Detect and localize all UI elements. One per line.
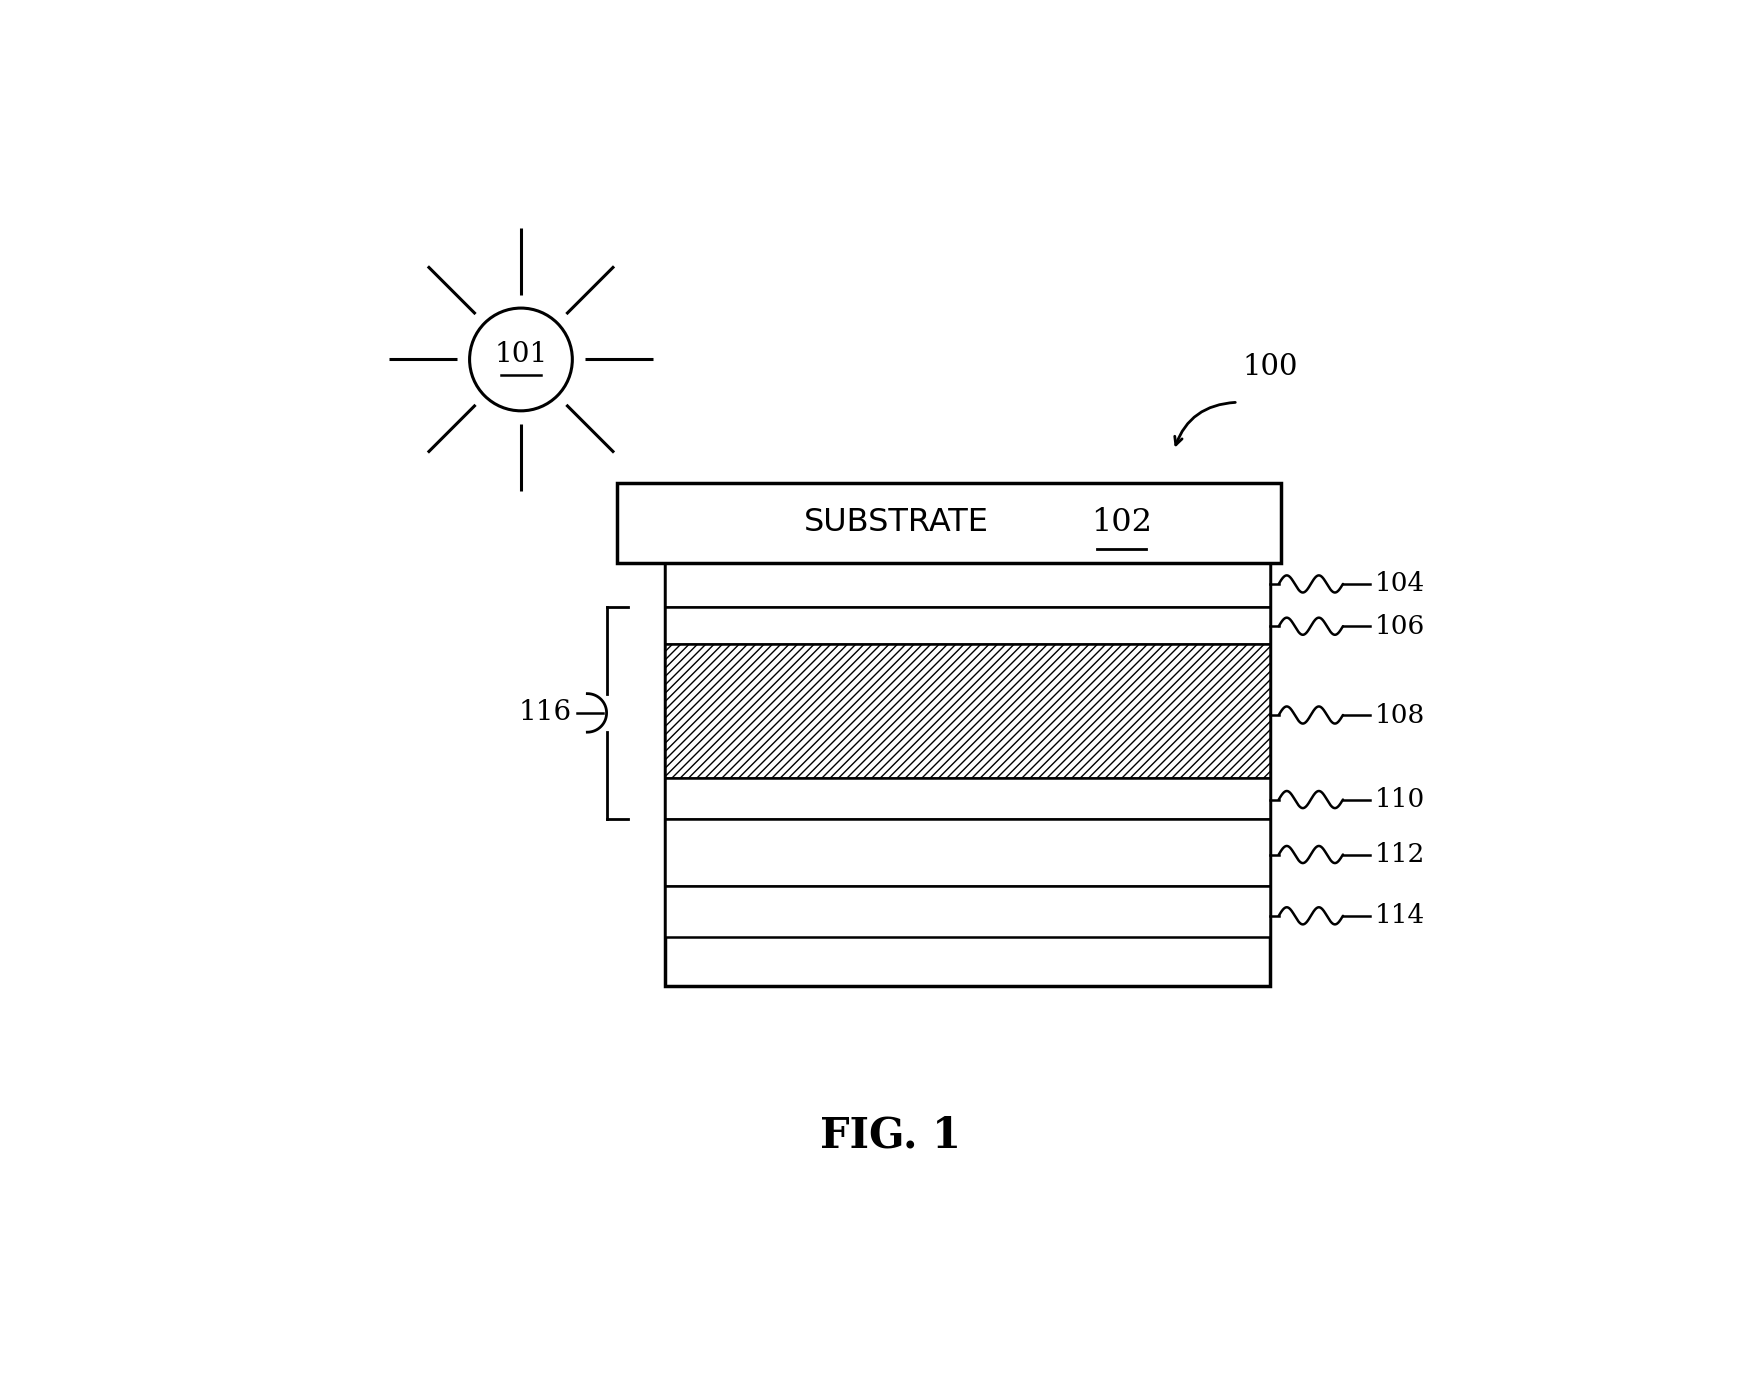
Text: 101: 101 (495, 341, 547, 367)
Text: 106: 106 (1376, 614, 1426, 639)
Text: 104: 104 (1376, 571, 1426, 596)
Text: SUBSTRATE: SUBSTRATE (804, 507, 988, 538)
Text: 108: 108 (1376, 702, 1426, 727)
Bar (665, 887, 1270, 937)
Bar (665, 778, 1270, 819)
Text: 112: 112 (1376, 842, 1426, 867)
Text: FIG. 1: FIG. 1 (820, 1115, 961, 1156)
Bar (665, 819, 1270, 887)
Circle shape (469, 309, 571, 411)
Bar (665, 563, 1270, 986)
Bar (665, 607, 1270, 644)
Bar (617, 482, 1280, 563)
Text: 102: 102 (1091, 507, 1152, 538)
Bar (665, 644, 1270, 778)
Text: 114: 114 (1376, 904, 1426, 929)
Text: 116: 116 (518, 699, 571, 727)
Text: 100: 100 (1242, 353, 1298, 381)
Text: 110: 110 (1376, 787, 1426, 812)
Bar (665, 563, 1270, 607)
